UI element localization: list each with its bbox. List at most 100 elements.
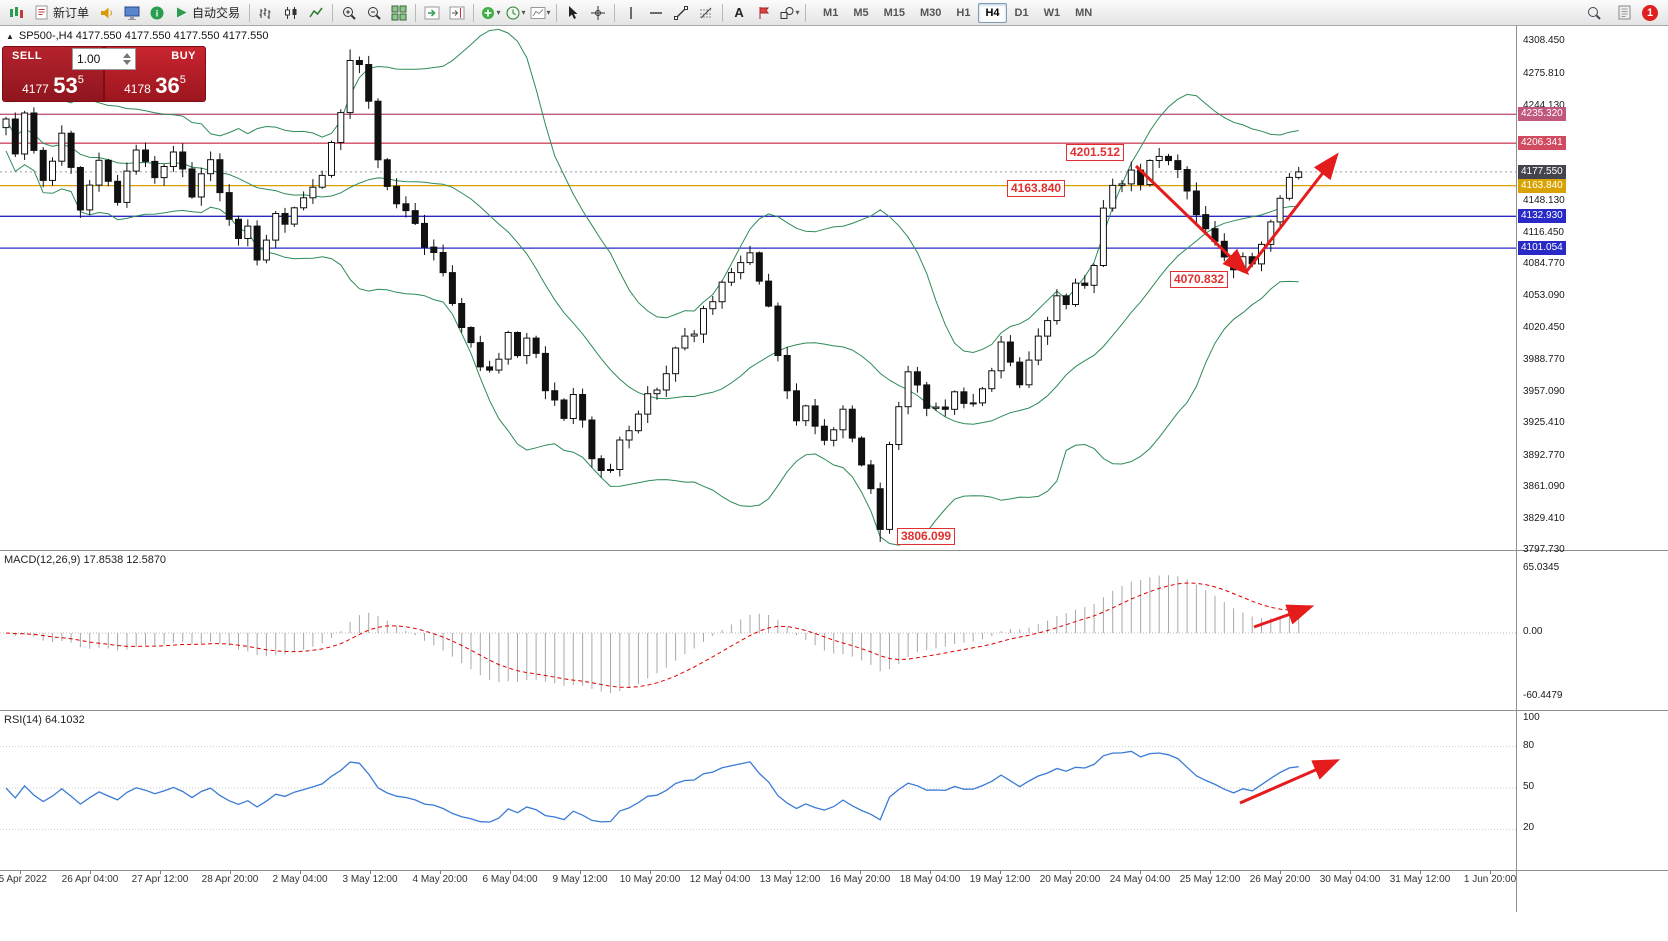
shapes-tool-icon[interactable]: ▾ bbox=[777, 2, 801, 24]
time-axis-label: 4 May 20:00 bbox=[412, 874, 468, 885]
timeframe-m15[interactable]: M15 bbox=[883, 6, 905, 19]
cursor-icon[interactable] bbox=[561, 2, 585, 24]
time-axis-label: 10 May 20:00 bbox=[619, 874, 681, 885]
fibonacci-icon[interactable] bbox=[694, 2, 718, 24]
time-axis-label: 13 May 12:00 bbox=[759, 874, 821, 885]
sound-icon[interactable] bbox=[95, 2, 119, 24]
time-tick bbox=[90, 871, 91, 874]
price-axis-label: 4084.770 bbox=[1523, 258, 1565, 270]
time-tick bbox=[650, 871, 651, 874]
time-tick bbox=[720, 871, 721, 874]
rsi-label: RSI(14) 64.1032 bbox=[4, 714, 85, 726]
crosshair-icon[interactable] bbox=[586, 2, 610, 24]
price-tag-4206.341: 4206.341 bbox=[1518, 136, 1566, 151]
play-icon bbox=[177, 7, 187, 18]
trendline-icon[interactable] bbox=[669, 2, 693, 24]
new-order-button[interactable]: 新订单 bbox=[29, 2, 94, 24]
zoom-out-icon[interactable] bbox=[362, 2, 386, 24]
buy-label: BUY bbox=[171, 50, 196, 62]
rsi-axis-label: 50 bbox=[1523, 781, 1535, 792]
template-icon[interactable]: ▾ bbox=[528, 2, 552, 24]
new-order-label: 新订单 bbox=[53, 6, 90, 20]
rsi-axis-label: 100 bbox=[1523, 712, 1540, 723]
price-axis-label: 3797.730 bbox=[1523, 544, 1565, 556]
price-axis-label: 3829.410 bbox=[1523, 512, 1565, 524]
price-annotation-4201.512[interactable]: 4201.512 bbox=[1066, 144, 1125, 161]
indicators-add-icon[interactable]: ▾ bbox=[478, 2, 502, 24]
chart-window: ▲ SP500-,H4 4177.550 4177.550 4177.550 4… bbox=[0, 26, 1668, 941]
time-tick bbox=[1210, 871, 1211, 874]
chart-shift-icon[interactable] bbox=[445, 2, 469, 24]
timeframe-mn[interactable]: MN bbox=[1075, 6, 1093, 19]
timeframe-m1[interactable]: M1 bbox=[823, 6, 839, 19]
time-tick bbox=[1350, 871, 1351, 874]
volume-input[interactable]: 1.00 bbox=[72, 48, 136, 70]
price-chart[interactable] bbox=[0, 26, 1516, 550]
sell-price: 4177 535 bbox=[22, 73, 84, 98]
notification-badge[interactable]: 1 bbox=[1642, 4, 1658, 21]
time-tick bbox=[370, 871, 371, 874]
time-tick bbox=[1420, 871, 1421, 874]
time-axis-label: 18 May 04:00 bbox=[899, 874, 961, 885]
price-axis-label: 3861.090 bbox=[1523, 481, 1565, 493]
timeframe-h1[interactable]: H1 bbox=[956, 6, 971, 19]
time-axis-label: 16 May 20:00 bbox=[829, 874, 891, 885]
label-tool-icon[interactable] bbox=[752, 2, 776, 24]
text-tool-icon[interactable]: A bbox=[734, 5, 744, 20]
macd-axis-label: 0.00 bbox=[1523, 626, 1543, 637]
time-axis-label: 28 Apr 20:00 bbox=[201, 874, 259, 885]
time-tick bbox=[1000, 871, 1001, 874]
time-axis-label: 26 May 20:00 bbox=[1249, 874, 1311, 885]
price-axis-label: 3892.770 bbox=[1523, 449, 1565, 461]
macd-label: MACD(12,26,9) 17.8538 12.5870 bbox=[4, 554, 167, 566]
app-chart-icon bbox=[4, 2, 28, 24]
trade-panel-collapse-icon[interactable]: ▲ bbox=[6, 31, 14, 41]
timeframe-h4[interactable]: H4 bbox=[978, 2, 1007, 23]
price-tag-4163.840: 4163.840 bbox=[1518, 178, 1566, 193]
time-tick bbox=[160, 871, 161, 874]
price-axis-label: 3925.410 bbox=[1523, 417, 1565, 429]
period-clock-icon[interactable]: ▾ bbox=[503, 2, 527, 24]
macd-panel[interactable]: MACD(12,26,9) 17.8538 12.5870 bbox=[0, 550, 1668, 710]
timeframe-m30[interactable]: M30 bbox=[920, 6, 942, 19]
macd-axis-label: 65.0345 bbox=[1523, 562, 1560, 573]
line-chart-icon[interactable] bbox=[304, 2, 328, 24]
buy-price: 4178 365 bbox=[124, 73, 186, 98]
horizontal-line-icon[interactable] bbox=[644, 2, 668, 24]
terminal-icon[interactable] bbox=[120, 2, 144, 24]
price-annotation-4070.832[interactable]: 4070.832 bbox=[1170, 271, 1229, 288]
timeframe-d1[interactable]: D1 bbox=[1014, 6, 1029, 19]
time-axis-label: 2 May 04:00 bbox=[272, 874, 328, 885]
rsi-panel[interactable]: RSI(14) 64.1032 bbox=[0, 710, 1668, 870]
vertical-line-icon[interactable] bbox=[619, 2, 643, 24]
time-tick bbox=[790, 871, 791, 874]
autotrading-button[interactable]: 自动交易 bbox=[170, 2, 245, 24]
bar-chart-icon[interactable] bbox=[254, 2, 278, 24]
time-axis-label: 25 May 12:00 bbox=[1179, 874, 1241, 885]
one-click-trade-panel: SELL 4177 535 BUY 4178 365 1.00 bbox=[2, 46, 206, 102]
time-axis-label: 27 Apr 12:00 bbox=[131, 874, 189, 885]
candlestick-chart-icon[interactable] bbox=[279, 2, 303, 24]
info-icon[interactable]: i bbox=[145, 2, 169, 24]
time-tick bbox=[510, 871, 511, 874]
search-icon[interactable] bbox=[1582, 2, 1606, 24]
tile-windows-icon[interactable] bbox=[387, 2, 411, 24]
zoom-in-icon[interactable] bbox=[337, 2, 361, 24]
price-annotation-4163.840[interactable]: 4163.840 bbox=[1007, 180, 1066, 197]
symbol-info-line: ▲ SP500-,H4 4177.550 4177.550 4177.550 4… bbox=[6, 30, 268, 42]
time-tick bbox=[1140, 871, 1141, 874]
price-tag-4101.054: 4101.054 bbox=[1518, 241, 1566, 256]
volume-spinner[interactable] bbox=[123, 53, 131, 65]
time-axis-label: 20 May 20:00 bbox=[1039, 874, 1101, 885]
time-tick bbox=[1490, 871, 1491, 874]
timeframe-m5[interactable]: M5 bbox=[853, 6, 869, 19]
price-annotation-3806.099[interactable]: 3806.099 bbox=[897, 528, 956, 545]
price-axis[interactable]: 4308.450 4275.810 4244.130 4148.130 4116.450… bbox=[1516, 26, 1668, 912]
time-axis-label: 26 Apr 04:00 bbox=[61, 874, 119, 885]
time-axis[interactable]: 25 Apr 2022 26 Apr 04:00 27 Apr 12:00 28 Ap… bbox=[0, 870, 1668, 888]
volume-value: 1.00 bbox=[77, 52, 101, 66]
timeframe-w1[interactable]: W1 bbox=[1043, 6, 1061, 19]
time-tick bbox=[1070, 871, 1071, 874]
auto-scroll-icon[interactable] bbox=[420, 2, 444, 24]
news-icon[interactable] bbox=[1612, 2, 1636, 24]
